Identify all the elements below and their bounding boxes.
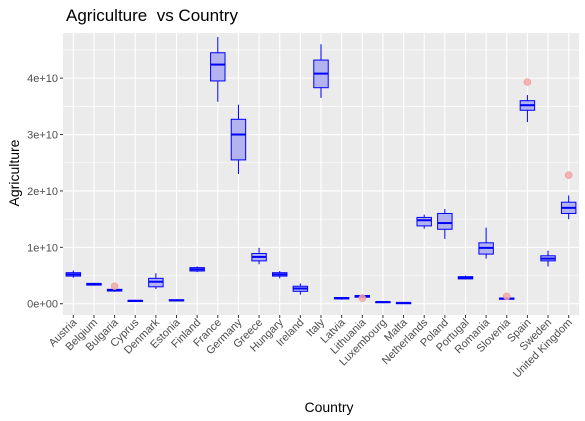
box-france — [210, 36, 226, 102]
box-finland — [189, 266, 205, 273]
box-romania — [478, 227, 494, 259]
box-belgium — [86, 282, 102, 286]
box-body — [437, 212, 453, 230]
chart-title: Agriculture vs Country — [66, 6, 238, 25]
box-greece — [251, 247, 267, 265]
box-body — [230, 118, 247, 161]
y-tick-label: 1e+10 — [27, 242, 58, 254]
box-latvia — [333, 296, 350, 300]
box-denmark — [148, 273, 164, 290]
outlier-point — [110, 282, 119, 290]
y-tick-label: 4e+10 — [27, 73, 58, 85]
box-sweden — [540, 250, 556, 267]
box-estonia — [168, 299, 185, 302]
box-bulgaria — [106, 282, 123, 292]
box-germany — [230, 104, 247, 174]
box-lithuania — [354, 294, 371, 302]
outlier-point — [523, 78, 532, 86]
box-slovenia — [499, 292, 515, 301]
box-body — [210, 52, 226, 82]
box-cyprus — [127, 299, 143, 303]
box-body — [416, 216, 432, 227]
y-tick-label: 0e+00 — [27, 299, 58, 311]
box-italy — [313, 44, 329, 98]
y-tick-label: 2e+10 — [27, 186, 58, 198]
box-portugal — [457, 275, 474, 280]
box-malta — [395, 301, 412, 305]
outlier-point — [503, 292, 511, 301]
x-axis-title: Country — [304, 399, 353, 415]
boxplots — [65, 36, 577, 305]
y-tick-label: 3e+10 — [27, 130, 58, 142]
outlier-point — [564, 171, 573, 179]
box-austria — [65, 270, 82, 278]
box-ireland — [292, 283, 309, 295]
outlier-point — [358, 294, 367, 302]
box-hungary — [271, 271, 288, 279]
box-luxembourg — [375, 301, 391, 304]
box-spain — [519, 78, 536, 123]
box-united-kingdom — [560, 171, 577, 220]
box-netherlands — [416, 214, 432, 229]
y-axis-title: Agriculture — [6, 139, 22, 206]
box-poland — [437, 208, 453, 239]
